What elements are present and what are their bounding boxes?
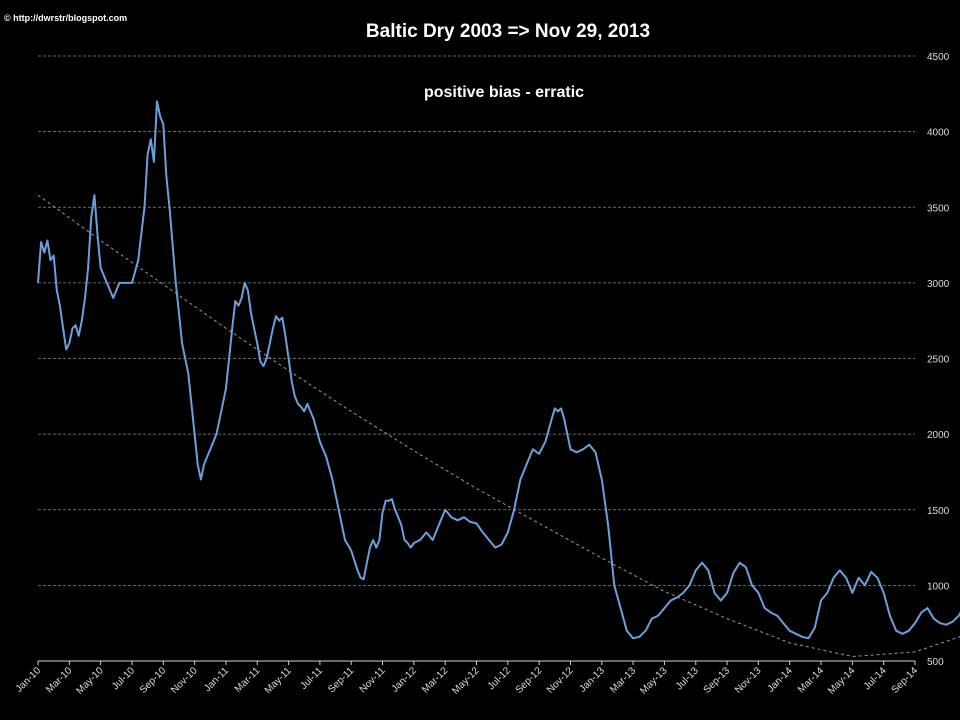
y-tick-label: 500 <box>927 657 944 668</box>
y-tick-label: 3000 <box>927 279 950 290</box>
y-axis: 500 1000 1500 2000 2500 3000 3500 4000 4500 <box>927 52 950 668</box>
baltic-dry-index-line <box>37 100 960 640</box>
y-tick-label: 2500 <box>927 355 950 366</box>
series-layer <box>37 100 960 658</box>
chart-title: Baltic Dry 2003 => Nov 29, 2013 <box>366 21 650 42</box>
y-tick-label: 1500 <box>927 506 950 517</box>
y-tick-label: 1000 <box>927 581 950 592</box>
y-tick-label: 4000 <box>927 128 950 139</box>
y-tick-label: 2000 <box>927 430 950 441</box>
chart-subtitle: positive bias - erratic <box>424 84 584 101</box>
credit-text: © http://dwrstr/blogspot.com <box>4 13 127 23</box>
grid-lines <box>38 55 915 586</box>
y-tick-label: 4500 <box>927 52 950 63</box>
y-tick-label: 3500 <box>927 203 950 214</box>
trend-curve-dashed <box>37 194 960 658</box>
